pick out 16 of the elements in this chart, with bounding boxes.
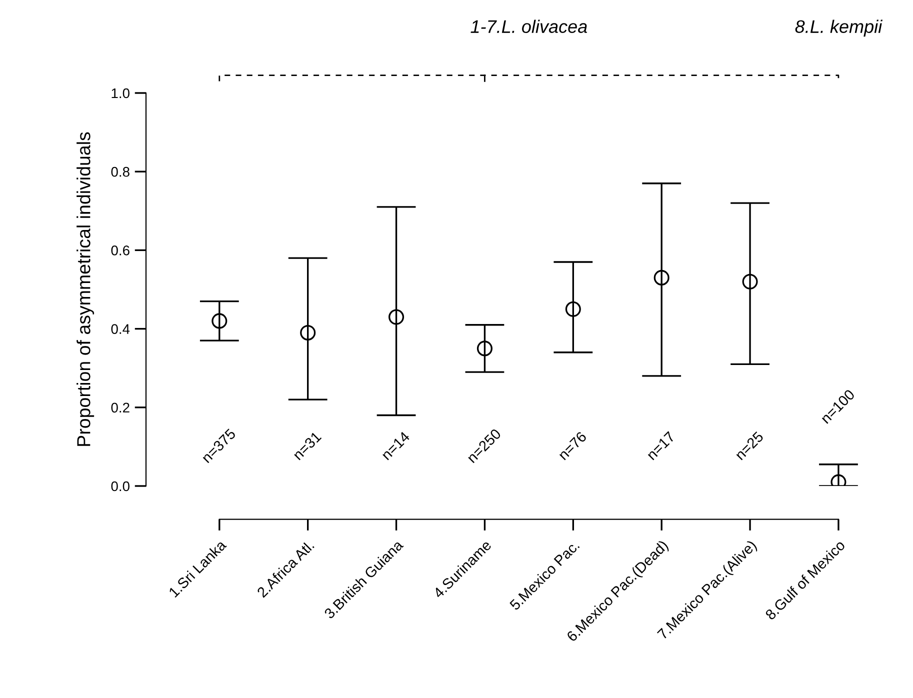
point bbox=[565, 301, 581, 317]
y-tick-label: 0.8 bbox=[111, 166, 130, 177]
y-tick-label: 0.2 bbox=[111, 402, 130, 413]
y-tick-label: 0.0 bbox=[111, 481, 130, 492]
point bbox=[654, 270, 670, 286]
y-axis-title: Proportion of asymmetrical individuals bbox=[76, 132, 94, 446]
text: 1-7.L. olivacea bbox=[470, 20, 588, 33]
point bbox=[742, 274, 758, 290]
point bbox=[388, 309, 404, 325]
y-tick-label: 1.0 bbox=[112, 88, 130, 98]
point bbox=[476, 340, 492, 356]
point bbox=[212, 313, 228, 329]
y-tick-label: 0.4 bbox=[111, 324, 130, 334]
point bbox=[300, 324, 316, 341]
y-tick-label: 0.6 bbox=[111, 246, 130, 256]
text: 8.L. kempii bbox=[795, 20, 883, 37]
